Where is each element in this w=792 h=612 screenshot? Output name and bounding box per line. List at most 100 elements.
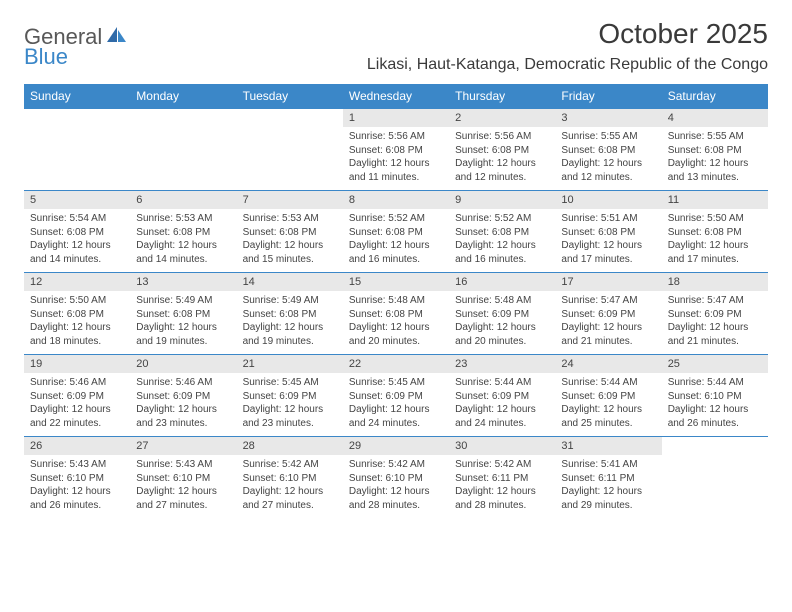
day-number-cell: 23 <box>449 355 555 374</box>
daylight-text-1: Daylight: 12 hours <box>455 239 549 253</box>
day-body-cell: Sunrise: 5:43 AMSunset: 6:10 PMDaylight:… <box>130 455 236 518</box>
daylight-text-1: Daylight: 12 hours <box>30 403 124 417</box>
daylight-text-2: and 16 minutes. <box>455 253 549 267</box>
day-number-row: 567891011 <box>24 191 768 210</box>
sunset-text: Sunset: 6:08 PM <box>136 308 230 322</box>
day-number-cell: 10 <box>555 191 661 210</box>
day-number-cell: 27 <box>130 437 236 456</box>
sunrise-text: Sunrise: 5:56 AM <box>455 130 549 144</box>
daylight-text-1: Daylight: 12 hours <box>30 239 124 253</box>
daylight-text-2: and 23 minutes. <box>136 417 230 431</box>
sunrise-text: Sunrise: 5:41 AM <box>561 458 655 472</box>
daylight-text-2: and 20 minutes. <box>455 335 549 349</box>
day-body-cell: Sunrise: 5:54 AMSunset: 6:08 PMDaylight:… <box>24 209 130 273</box>
day-body-cell: Sunrise: 5:46 AMSunset: 6:09 PMDaylight:… <box>24 373 130 437</box>
sunset-text: Sunset: 6:09 PM <box>136 390 230 404</box>
day-number-cell: 11 <box>662 191 768 210</box>
day-number-cell: 6 <box>130 191 236 210</box>
daylight-text-2: and 15 minutes. <box>243 253 337 267</box>
day-body-cell: Sunrise: 5:50 AMSunset: 6:08 PMDaylight:… <box>662 209 768 273</box>
daylight-text-2: and 25 minutes. <box>561 417 655 431</box>
day-number-cell: 28 <box>237 437 343 456</box>
day-body-cell: Sunrise: 5:53 AMSunset: 6:08 PMDaylight:… <box>237 209 343 273</box>
day-body-cell <box>24 127 130 191</box>
sunset-text: Sunset: 6:09 PM <box>668 308 762 322</box>
day-body-cell: Sunrise: 5:55 AMSunset: 6:08 PMDaylight:… <box>662 127 768 191</box>
daylight-text-1: Daylight: 12 hours <box>243 321 337 335</box>
sunrise-text: Sunrise: 5:54 AM <box>30 212 124 226</box>
weekday-header: Saturday <box>662 84 768 109</box>
daylight-text-1: Daylight: 12 hours <box>455 321 549 335</box>
daylight-text-1: Daylight: 12 hours <box>561 485 655 499</box>
day-number-cell: 12 <box>24 273 130 292</box>
sunrise-text: Sunrise: 5:46 AM <box>136 376 230 390</box>
day-number-cell: 4 <box>662 109 768 128</box>
sunrise-text: Sunrise: 5:48 AM <box>349 294 443 308</box>
daylight-text-2: and 13 minutes. <box>668 171 762 185</box>
sunrise-text: Sunrise: 5:56 AM <box>349 130 443 144</box>
daylight-text-1: Daylight: 12 hours <box>668 239 762 253</box>
weekday-header-row: SundayMondayTuesdayWednesdayThursdayFrid… <box>24 84 768 109</box>
day-body-cell: Sunrise: 5:52 AMSunset: 6:08 PMDaylight:… <box>343 209 449 273</box>
day-body-cell: Sunrise: 5:53 AMSunset: 6:08 PMDaylight:… <box>130 209 236 273</box>
day-body-cell: Sunrise: 5:41 AMSunset: 6:11 PMDaylight:… <box>555 455 661 518</box>
daylight-text-1: Daylight: 12 hours <box>243 485 337 499</box>
day-body-cell: Sunrise: 5:55 AMSunset: 6:08 PMDaylight:… <box>555 127 661 191</box>
day-body-cell: Sunrise: 5:44 AMSunset: 6:09 PMDaylight:… <box>449 373 555 437</box>
day-body-cell: Sunrise: 5:44 AMSunset: 6:09 PMDaylight:… <box>555 373 661 437</box>
daylight-text-1: Daylight: 12 hours <box>561 321 655 335</box>
day-body-cell: Sunrise: 5:45 AMSunset: 6:09 PMDaylight:… <box>343 373 449 437</box>
sunrise-text: Sunrise: 5:53 AM <box>136 212 230 226</box>
daylight-text-2: and 27 minutes. <box>136 499 230 513</box>
header: General October 2025 Likasi, Haut-Katang… <box>24 18 768 74</box>
sunset-text: Sunset: 6:08 PM <box>561 226 655 240</box>
day-number-cell: 2 <box>449 109 555 128</box>
day-body-cell: Sunrise: 5:46 AMSunset: 6:09 PMDaylight:… <box>130 373 236 437</box>
logo-text-blue: Blue <box>24 44 68 69</box>
daylight-text-1: Daylight: 12 hours <box>455 157 549 171</box>
day-number-cell: 31 <box>555 437 661 456</box>
daylight-text-2: and 19 minutes. <box>136 335 230 349</box>
daylight-text-2: and 12 minutes. <box>561 171 655 185</box>
daylight-text-2: and 28 minutes. <box>349 499 443 513</box>
daylight-text-1: Daylight: 12 hours <box>349 485 443 499</box>
logo-sail-icon <box>106 25 128 50</box>
day-body-cell: Sunrise: 5:56 AMSunset: 6:08 PMDaylight:… <box>343 127 449 191</box>
day-number-cell: 29 <box>343 437 449 456</box>
day-body-cell: Sunrise: 5:49 AMSunset: 6:08 PMDaylight:… <box>237 291 343 355</box>
sunrise-text: Sunrise: 5:42 AM <box>243 458 337 472</box>
day-number-cell: 19 <box>24 355 130 374</box>
sunrise-text: Sunrise: 5:44 AM <box>455 376 549 390</box>
weekday-header: Thursday <box>449 84 555 109</box>
day-body-row: Sunrise: 5:50 AMSunset: 6:08 PMDaylight:… <box>24 291 768 355</box>
location-text: Likasi, Haut-Katanga, Democratic Republi… <box>367 56 768 74</box>
daylight-text-2: and 19 minutes. <box>243 335 337 349</box>
weekday-header: Monday <box>130 84 236 109</box>
sunset-text: Sunset: 6:08 PM <box>455 144 549 158</box>
day-body-cell <box>130 127 236 191</box>
sunrise-text: Sunrise: 5:47 AM <box>668 294 762 308</box>
day-body-cell: Sunrise: 5:49 AMSunset: 6:08 PMDaylight:… <box>130 291 236 355</box>
daylight-text-2: and 17 minutes. <box>668 253 762 267</box>
sunset-text: Sunset: 6:08 PM <box>349 226 443 240</box>
day-number-cell: 3 <box>555 109 661 128</box>
day-body-cell: Sunrise: 5:47 AMSunset: 6:09 PMDaylight:… <box>555 291 661 355</box>
sunrise-text: Sunrise: 5:48 AM <box>455 294 549 308</box>
sunrise-text: Sunrise: 5:44 AM <box>668 376 762 390</box>
daylight-text-2: and 18 minutes. <box>30 335 124 349</box>
daylight-text-1: Daylight: 12 hours <box>136 485 230 499</box>
sunset-text: Sunset: 6:08 PM <box>455 226 549 240</box>
daylight-text-1: Daylight: 12 hours <box>561 239 655 253</box>
day-number-cell: 8 <box>343 191 449 210</box>
day-number-cell: 21 <box>237 355 343 374</box>
sunrise-text: Sunrise: 5:44 AM <box>561 376 655 390</box>
day-number-cell <box>237 109 343 128</box>
day-number-cell <box>662 437 768 456</box>
day-body-cell: Sunrise: 5:44 AMSunset: 6:10 PMDaylight:… <box>662 373 768 437</box>
day-body-row: Sunrise: 5:46 AMSunset: 6:09 PM Daylight:… <box>24 373 768 437</box>
day-body-cell: Sunrise: 5:42 AMSunset: 6:11 PMDaylight:… <box>449 455 555 518</box>
day-body-cell: Sunrise: 5:48 AMSunset: 6:08 PMDaylight:… <box>343 291 449 355</box>
sunrise-text: Sunrise: 5:50 AM <box>668 212 762 226</box>
day-number-cell: 20 <box>130 355 236 374</box>
day-body-cell: Sunrise: 5:45 AMSunset: 6:09 PMDaylight:… <box>237 373 343 437</box>
